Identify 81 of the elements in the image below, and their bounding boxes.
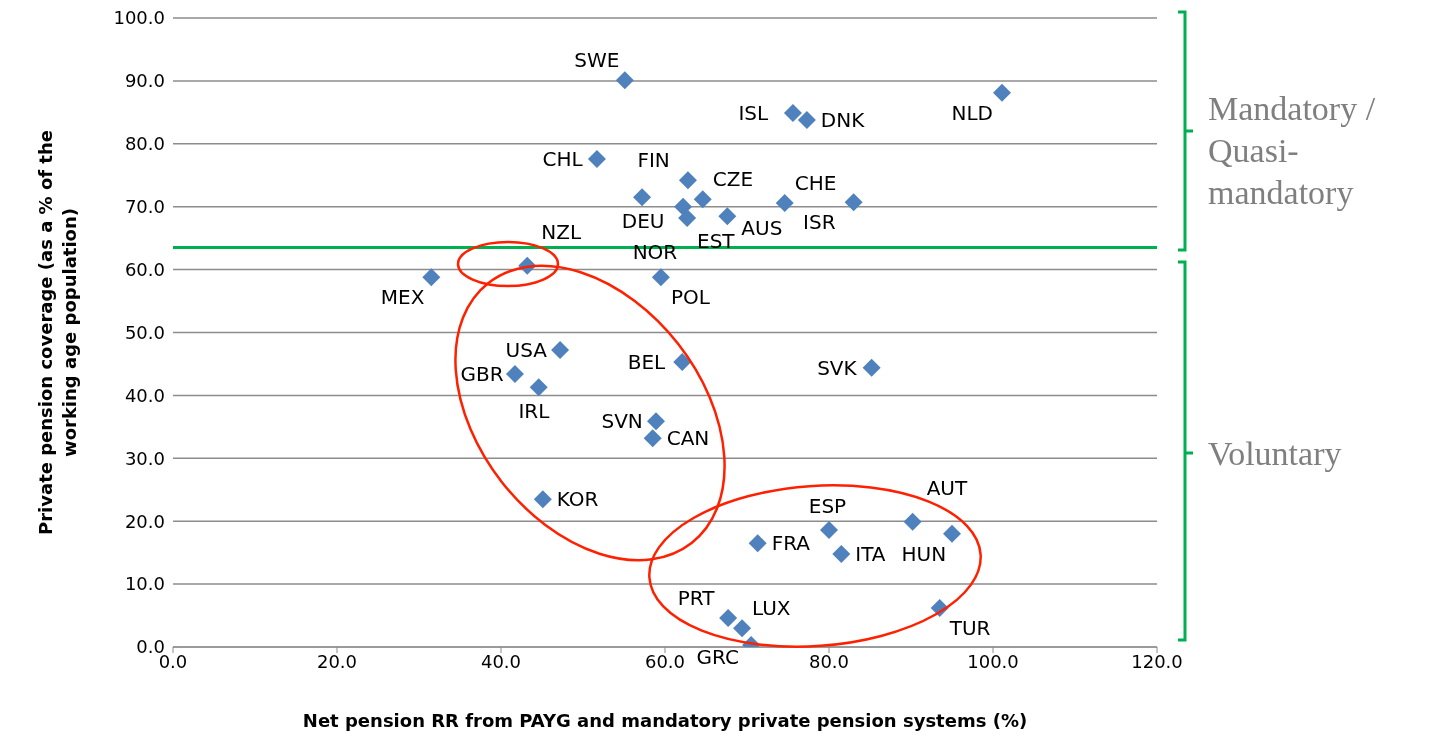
y-tick-label: 10.0 <box>124 573 165 595</box>
y-tick-label: 30.0 <box>124 447 165 469</box>
y-tick-label: 90.0 <box>124 70 165 92</box>
point <box>422 268 441 287</box>
data-label: ISR <box>803 210 836 235</box>
y-tick-label: 80.0 <box>124 133 165 155</box>
x-axis-title: Net pension RR from PAYG and mandatory private pension systems (%) <box>302 710 1028 731</box>
data-label: NZL <box>541 219 582 244</box>
x-tick-label: 40.0 <box>480 650 522 672</box>
data-label: GRC <box>696 645 739 670</box>
data-label: ISL <box>738 100 770 125</box>
y-tick-label: 70.0 <box>124 196 165 218</box>
point <box>693 190 712 209</box>
x-tick-label: 100.0 <box>967 650 1019 672</box>
data-label: TUR <box>948 616 991 640</box>
data-label: AUS <box>741 216 783 241</box>
point <box>943 524 961 543</box>
point <box>844 193 863 212</box>
data-label: SVK <box>817 355 858 380</box>
y-tick-label: 20.0 <box>124 510 165 532</box>
data-label: IRL <box>518 399 551 424</box>
data-label: DEU <box>621 209 665 234</box>
point <box>775 193 794 212</box>
point <box>733 619 752 638</box>
data-label: PRT <box>677 586 716 611</box>
point <box>651 268 670 287</box>
text: Voluntary <box>1208 434 1343 474</box>
point <box>797 110 816 129</box>
point <box>678 171 697 190</box>
data-label: POL <box>670 285 711 310</box>
point <box>643 429 662 448</box>
point <box>633 188 652 207</box>
data-label: HUN <box>901 541 947 566</box>
point <box>862 358 881 377</box>
y-tick-label: 50.0 <box>124 321 165 343</box>
data-label: FIN <box>637 148 670 173</box>
point <box>529 378 548 397</box>
point <box>832 544 851 563</box>
x-tick-label: 20.0 <box>316 650 358 672</box>
point <box>718 207 737 226</box>
data-label: DNK <box>820 107 866 132</box>
data-label: CZE <box>712 167 754 192</box>
data-label: SWE <box>574 48 620 73</box>
data-label: LUX <box>752 596 791 621</box>
point <box>903 512 922 531</box>
x-tick-label: 120.0 <box>1131 650 1183 672</box>
data-label: KOR <box>556 487 599 512</box>
data-label: SVN <box>601 409 643 434</box>
point <box>673 353 692 372</box>
point <box>674 197 693 216</box>
x-tick-label: 60.0 <box>644 650 686 672</box>
data-label: AUT <box>926 475 968 500</box>
point <box>615 71 634 90</box>
y-axis-title: Private pension coverage (as a % of the working age population) <box>35 130 80 535</box>
text: Mandatory / Quasi-mandatory <box>1208 89 1377 213</box>
point <box>719 609 738 628</box>
data-label: BEL <box>627 350 667 375</box>
point <box>587 149 606 168</box>
point <box>505 365 524 384</box>
data-label: NLD <box>951 100 994 125</box>
data-label: GBR <box>460 362 504 387</box>
data-label: ESP <box>808 494 847 519</box>
point <box>993 83 1012 102</box>
x-tick-label: 80.0 <box>808 650 850 672</box>
y-tick-label: 40.0 <box>124 384 165 406</box>
data-label: CHE <box>794 170 837 195</box>
point <box>748 534 767 553</box>
data-label: CHL <box>542 146 584 171</box>
point <box>533 490 552 509</box>
point <box>783 103 802 122</box>
y-tick-label: 60.0 <box>124 258 165 280</box>
data-label: USA <box>505 338 548 363</box>
y-tick-label: 100.0 <box>113 7 165 29</box>
point <box>820 521 838 540</box>
data-label: MEX <box>380 285 425 310</box>
point <box>646 412 665 431</box>
data-label: FRA <box>771 531 811 556</box>
data-label: CAN <box>666 426 710 451</box>
data-label: ITA <box>855 541 886 566</box>
point <box>678 209 697 228</box>
point <box>551 341 570 360</box>
